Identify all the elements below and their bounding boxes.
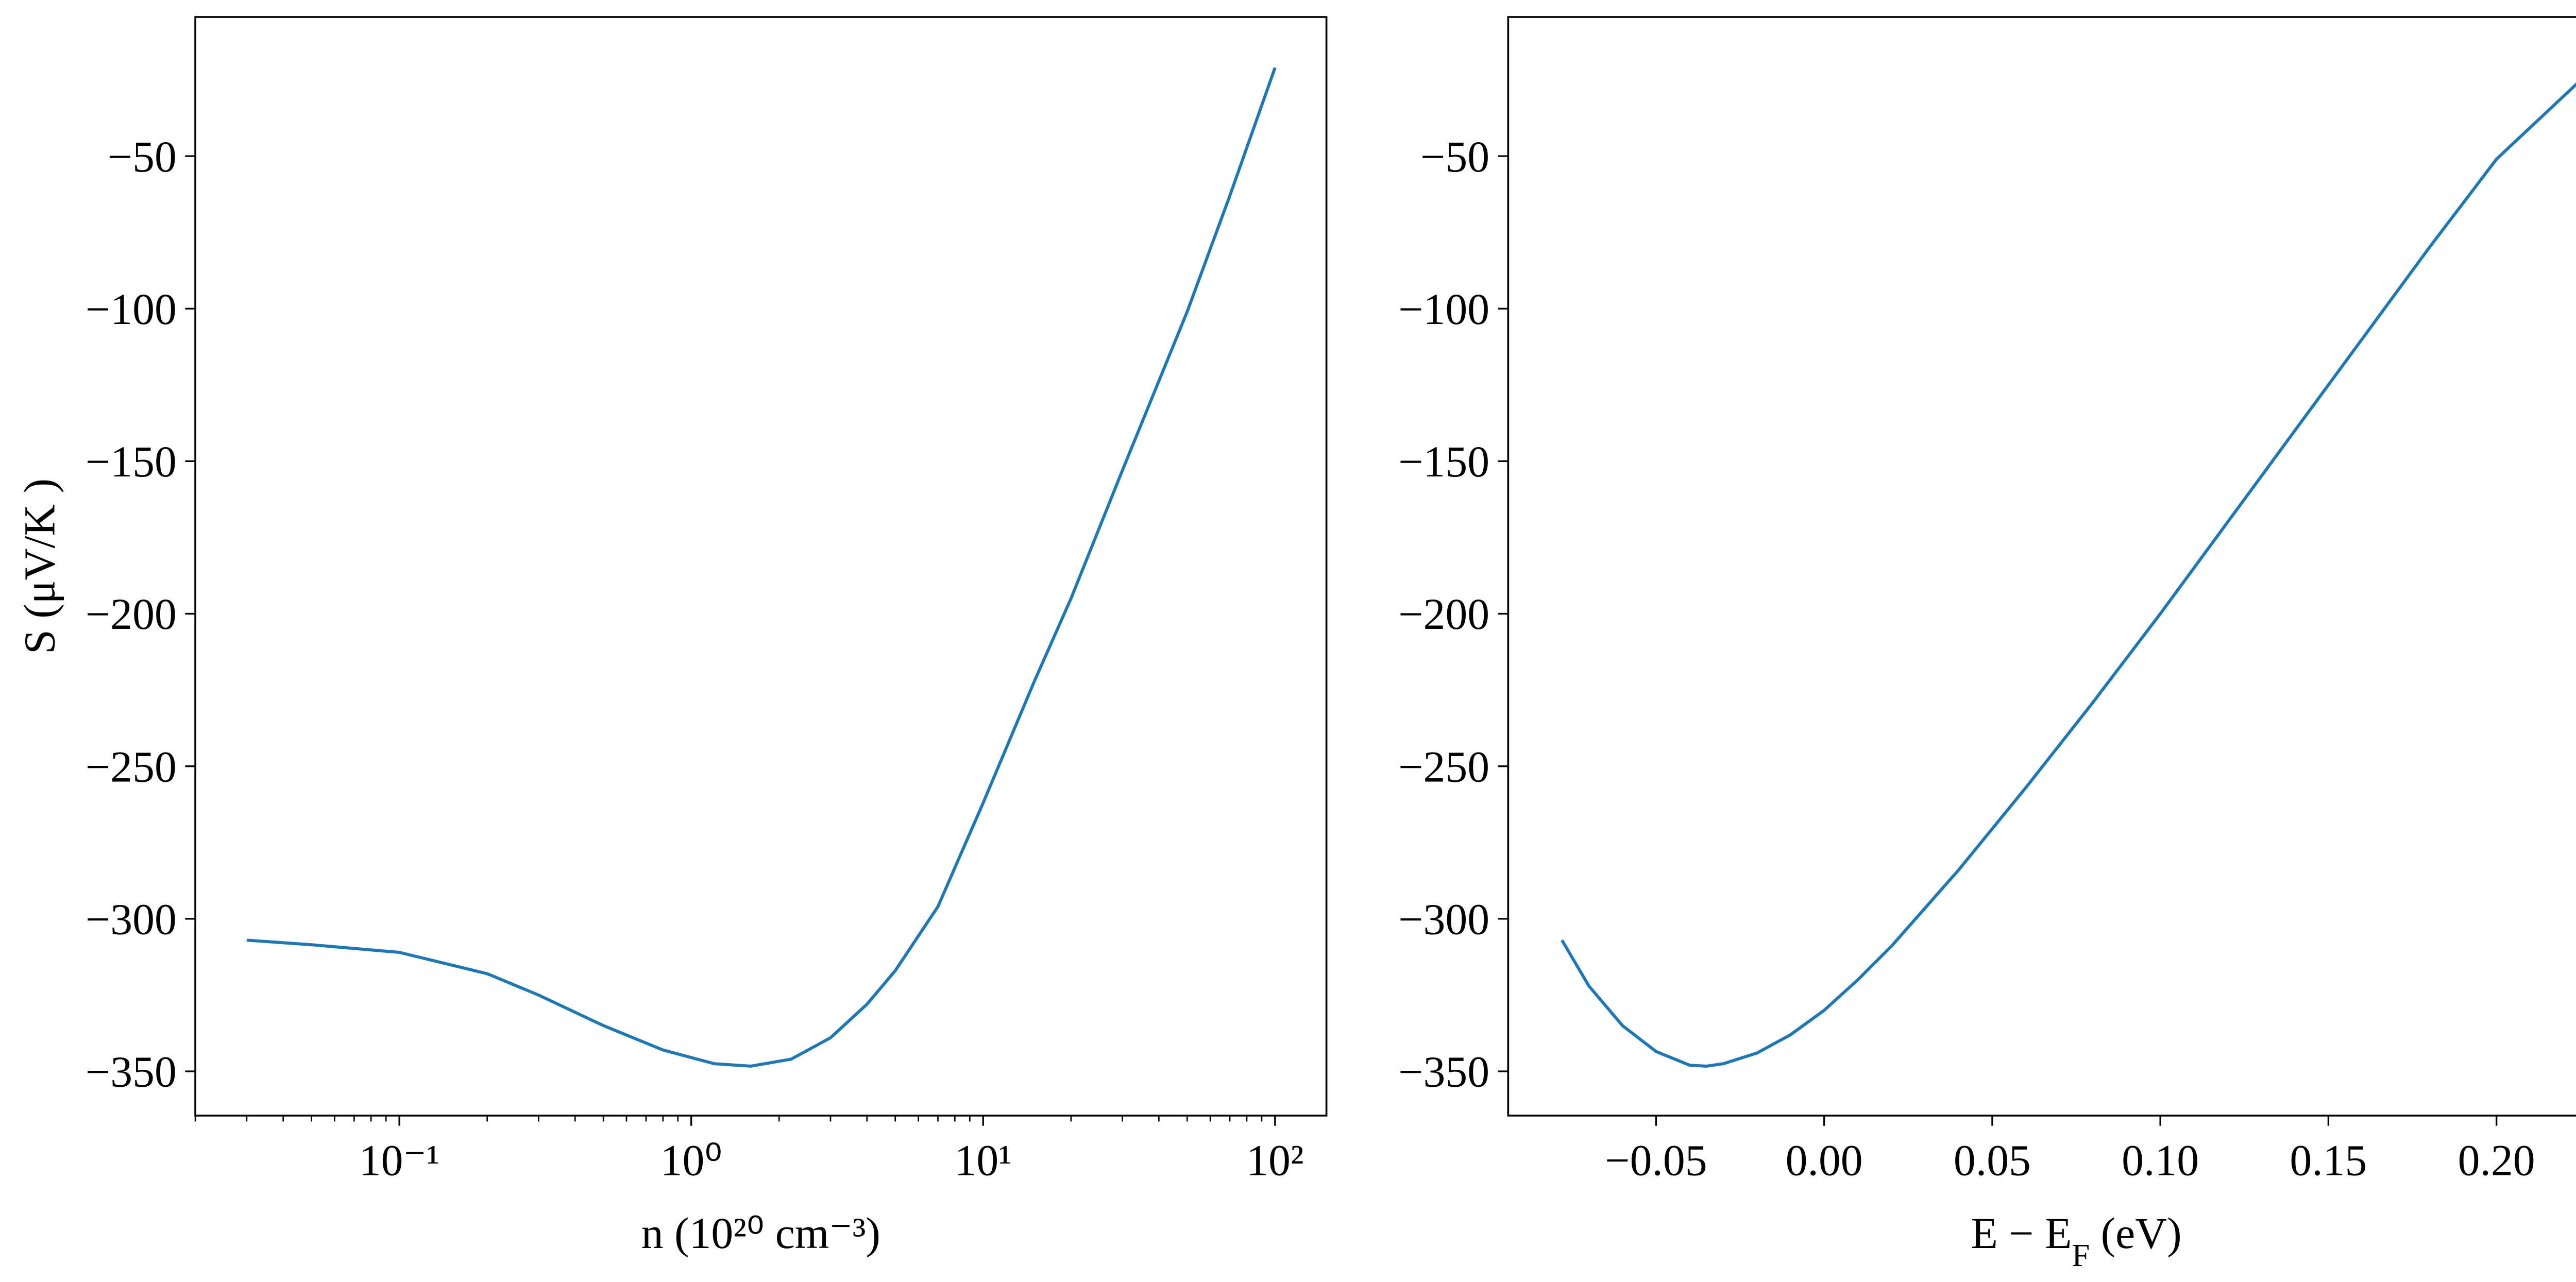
x-tick-label: 0.15	[2290, 1136, 2367, 1185]
y-tick-label: −50	[108, 132, 177, 181]
y-tick-label: −100	[86, 285, 177, 334]
y-tick-label: −250	[86, 742, 177, 791]
x-tick-label: 10²	[1246, 1136, 1303, 1185]
y-tick-label: −350	[1398, 1048, 1489, 1097]
x-tick-label: 0.00	[1786, 1136, 1863, 1185]
x-axis-label: E − EF (eV)	[1971, 1209, 2181, 1273]
x-tick-label: 10¹	[955, 1136, 1012, 1185]
y-tick-label: −350	[86, 1048, 177, 1097]
data-line	[246, 67, 1277, 1068]
y-tick-label: −250	[1398, 742, 1489, 791]
x-axis-label: n (10²⁰ cm⁻³)	[641, 1209, 880, 1258]
y-tick-label: −150	[86, 437, 177, 486]
y-tick-label: −200	[86, 590, 177, 639]
x-tick-label: 10⁰	[660, 1136, 722, 1185]
y-tick-label: −50	[1420, 132, 1489, 181]
y-tick-label: −100	[1398, 285, 1489, 334]
x-tick-label: −0.05	[1605, 1136, 1707, 1185]
axes-frame	[194, 16, 1328, 1117]
data-line	[1561, 82, 2576, 1068]
y-tick-label: −200	[1398, 590, 1489, 639]
y-tick-label: −300	[1398, 895, 1489, 944]
y-axis-label: S (μV/K )	[15, 478, 64, 654]
x-tick-label: 0.10	[2122, 1136, 2199, 1185]
x-tick-label: 10⁻¹	[359, 1136, 440, 1185]
y-tick-label: −150	[1398, 437, 1489, 486]
x-tick-label: 0.20	[2458, 1136, 2535, 1185]
y-tick-label: −300	[86, 895, 177, 944]
axes-frame	[1507, 16, 2576, 1117]
x-tick-label: 0.05	[1954, 1136, 2031, 1185]
